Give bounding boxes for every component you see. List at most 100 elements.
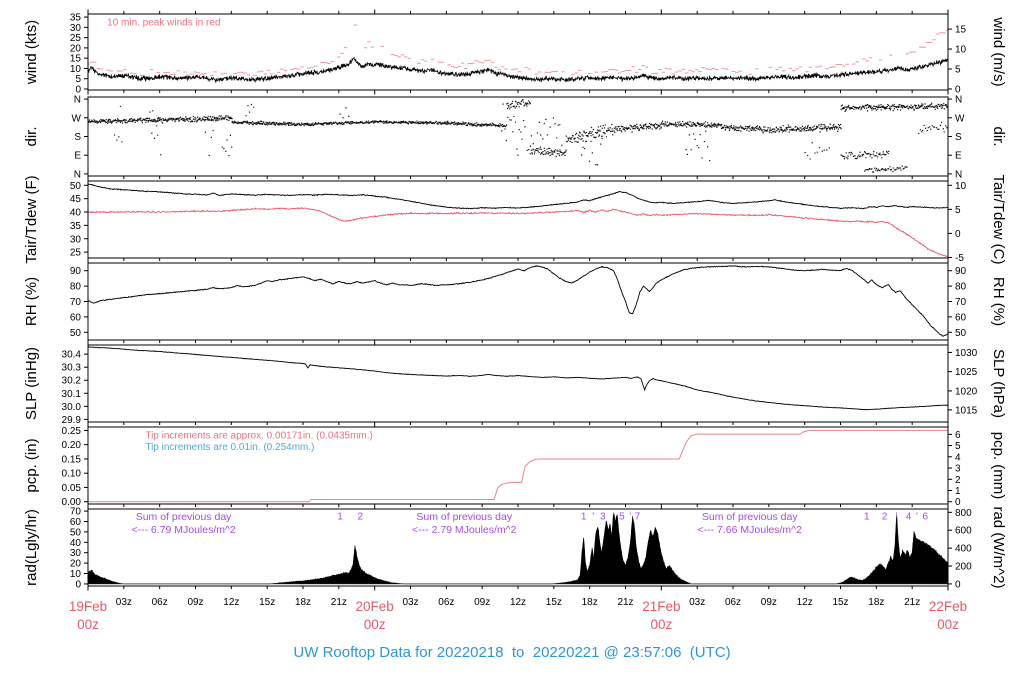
y-tick-label: 2 [955, 475, 961, 486]
y-tick-label: 0.00 [62, 497, 82, 508]
annotation: Sum of previous day [136, 511, 232, 523]
panel-slp: 29.9 30.0 30.1 30.2 30.3 30.4 1015 1020 1025 1030… [23, 344, 1007, 427]
y-tick-label: 10 [955, 181, 967, 192]
y-tick-label: 45 [70, 194, 82, 205]
y-tick-label: -5 [955, 253, 964, 264]
left-axis-title-pcp: pcp. (in) [23, 438, 40, 492]
y-tick-label: 60 [955, 312, 967, 323]
y-tick-label: N [955, 95, 962, 106]
x-minor-label: 09z [187, 597, 203, 608]
x-minor-label: 15z [259, 597, 275, 608]
right-axis-title-dir: dir. [990, 126, 1007, 146]
y-tick-label: 0.20 [62, 440, 82, 451]
x-minor-label: 21z [331, 597, 347, 608]
x-minor-label: 03z [689, 597, 705, 608]
x-minor-label: 18z [295, 597, 311, 608]
y-tick-label: 30.0 [62, 402, 82, 413]
y-tick-label: E [74, 151, 81, 162]
y-tick-label: 1 [955, 486, 961, 497]
y-tick-label: 70 [70, 507, 82, 518]
annotation: ' [629, 512, 631, 523]
y-tick-label: 30 [70, 23, 82, 34]
y-tick-label: 30 [70, 548, 82, 559]
sea-level-pressure [88, 346, 948, 411]
annotation: <--- 6.79 MJoules/m^2 [131, 524, 236, 536]
y-tick-label: 35 [70, 13, 82, 24]
y-tick-label: 0 [955, 229, 961, 240]
x-minor-label: 12z [510, 597, 526, 608]
wind-peak-10min [88, 24, 948, 77]
x-minor-label: 15z [832, 597, 848, 608]
x-minor-label: 06z [725, 597, 741, 608]
annotation: 7 [635, 512, 641, 523]
x-minor-label: 03z [116, 597, 132, 608]
panel-rad: 0102030405060700200400600800rad(Lgly/hr)… [23, 506, 1007, 591]
panel-rh: 50 60 70 80 90 50 60 70 80 90 RH (%) RH (%) [23, 262, 1007, 345]
y-tick-label: 200 [955, 562, 972, 573]
chart-title: UW Rooftop Data for 20220218 to 20220221… [293, 644, 731, 661]
y-tick-label: 10 [955, 45, 967, 56]
annotation: 4 [906, 512, 912, 523]
annotation: ' [613, 512, 615, 523]
right-axis-title-pcp: pcp. (mm) [990, 432, 1007, 500]
y-tick-label: 10 [70, 569, 82, 580]
y-tick-label: 90 [70, 266, 82, 277]
y-tick-label: 30.3 [62, 363, 82, 374]
annotation: 2 [358, 512, 364, 523]
annotation: <--- 7.66 MJoules/m^2 [698, 524, 803, 536]
tdew [88, 206, 948, 258]
series-rh [88, 265, 948, 337]
annotation: <--- 2.79 MJoules/m^2 [412, 524, 517, 536]
x-day-time-label: 00z [364, 617, 386, 632]
x-minor-label: 15z [546, 597, 562, 608]
y-tick-label: 90 [955, 266, 967, 277]
left-axis-title-dir: dir. [23, 126, 40, 146]
annotation: 6 [923, 512, 929, 523]
annotation: 1 [581, 512, 587, 523]
y-tick-label: 5 [75, 74, 81, 85]
tair [88, 183, 948, 210]
x-day-time-label: 00z [650, 617, 672, 632]
y-tick-label: 400 [955, 544, 972, 555]
y-tick-label: 0 [955, 579, 961, 590]
y-tick-label: 3 [955, 464, 961, 475]
y-tick-label: 70 [955, 297, 967, 308]
y-tick-label: 50 [955, 328, 967, 339]
y-tick-label: 40 [70, 538, 82, 549]
y-tick-label: 600 [955, 526, 972, 537]
precip-accum [88, 429, 948, 503]
y-tick-label: 6 [955, 430, 961, 441]
left-axis-title-tair-tdew: Tair/Tdew (F) [23, 175, 40, 263]
x-minor-label: 18z [868, 597, 884, 608]
annotation: 1 [337, 512, 343, 523]
y-tick-label: 1025 [955, 367, 978, 378]
y-tick-label: 0.15 [62, 454, 82, 465]
y-tick-label: E [955, 151, 962, 162]
y-tick-label: 30.4 [62, 350, 82, 361]
wind-avg [88, 56, 948, 84]
series-dir [88, 99, 948, 173]
annotation: 1 [864, 512, 870, 523]
y-tick-label: 0 [75, 579, 81, 590]
relative-humidity [88, 265, 948, 337]
y-tick-label: 0.10 [62, 469, 82, 480]
y-tick-label: 10 [70, 64, 82, 75]
x-day-label: 21Feb [642, 599, 680, 614]
x-day-time-label: 00z [77, 617, 99, 632]
panel-border-dir [87, 96, 949, 177]
y-tick-label: 35 [70, 221, 82, 232]
x-minor-label: 09z [474, 597, 490, 608]
y-tick-label: 50 [70, 527, 82, 538]
series-slp [88, 346, 948, 411]
y-tick-label: 20 [70, 559, 82, 570]
panel-border-rh [87, 262, 949, 341]
annotation: Tip increments are 0.01in. (0.254mm.) [145, 442, 314, 453]
y-tick-label: N [955, 169, 962, 180]
left-axis-title-wind: wind (kts) [23, 20, 40, 85]
x-minor-label: 12z [223, 597, 239, 608]
x-minor-label: 09z [761, 597, 777, 608]
y-tick-label: 25 [70, 248, 82, 259]
y-tick-label: 1015 [955, 405, 978, 416]
